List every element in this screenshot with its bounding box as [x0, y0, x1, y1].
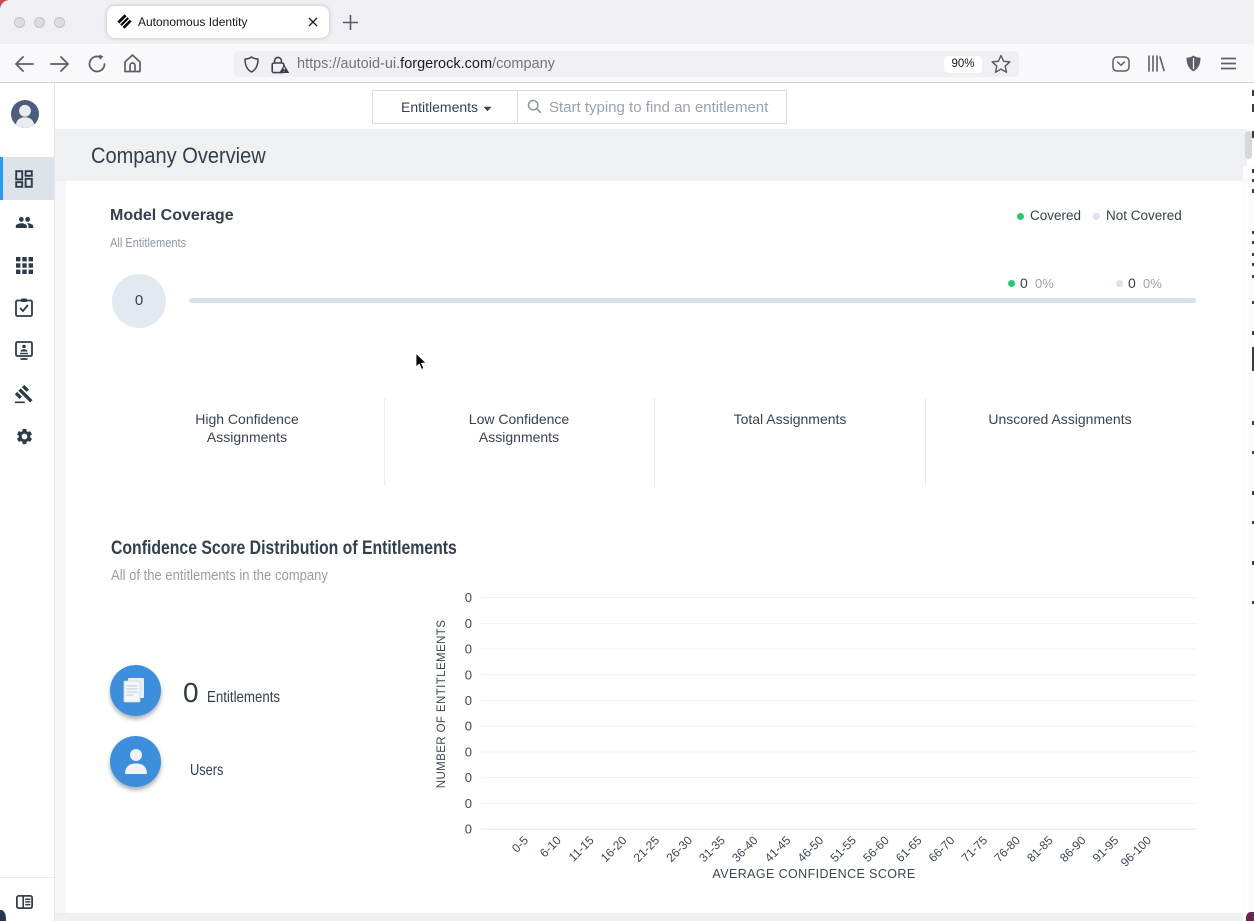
- svg-text:0: 0: [465, 744, 472, 759]
- svg-text:16-20: 16-20: [598, 833, 630, 865]
- svg-text:0: 0: [465, 719, 472, 734]
- svg-text:81-85: 81-85: [1024, 833, 1056, 865]
- svg-text:46-50: 46-50: [795, 833, 827, 865]
- svg-text:11-15: 11-15: [566, 833, 597, 864]
- svg-text:91-95: 91-95: [1090, 833, 1122, 865]
- svg-text:26-30: 26-30: [663, 833, 695, 865]
- svg-text:86-90: 86-90: [1057, 833, 1089, 865]
- svg-text:61-65: 61-65: [893, 833, 925, 865]
- svg-text:0: 0: [465, 667, 472, 682]
- svg-text:41-45: 41-45: [762, 833, 794, 865]
- svg-text:0-5: 0-5: [509, 833, 531, 855]
- svg-text:0: 0: [465, 616, 472, 631]
- svg-text:0: 0: [465, 693, 472, 708]
- svg-text:51-55: 51-55: [827, 833, 859, 865]
- svg-text:31-35: 31-35: [696, 833, 728, 865]
- svg-text:66-70: 66-70: [926, 833, 958, 865]
- svg-text:76-80: 76-80: [991, 833, 1023, 865]
- svg-text:21-25: 21-25: [631, 833, 663, 865]
- svg-text:71-75: 71-75: [959, 833, 991, 865]
- svg-text:56-60: 56-60: [860, 833, 892, 865]
- svg-text:NUMBER OF ENTITLEMENTS: NUMBER OF ENTITLEMENTS: [436, 620, 448, 789]
- svg-text:36-40: 36-40: [729, 833, 761, 865]
- svg-text:0: 0: [465, 590, 472, 605]
- svg-text:0: 0: [465, 770, 472, 785]
- svg-text:0: 0: [465, 642, 472, 657]
- svg-text:6-10: 6-10: [537, 833, 564, 860]
- svg-text:AVERAGE CONFIDENCE SCORE: AVERAGE CONFIDENCE SCORE: [712, 867, 915, 881]
- svg-text:0: 0: [465, 822, 472, 837]
- svg-text:0: 0: [465, 796, 472, 811]
- svg-text:96-100: 96-100: [1118, 833, 1155, 870]
